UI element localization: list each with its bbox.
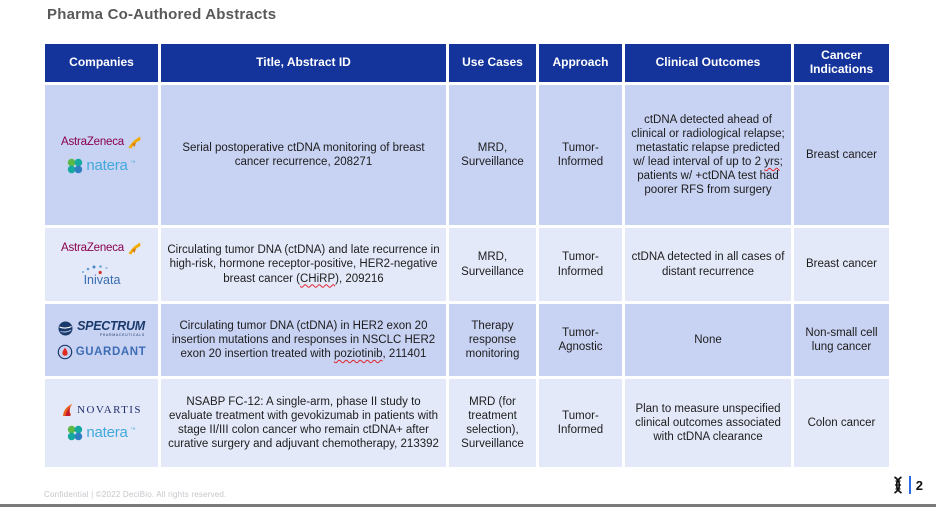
indication-cell: Colon cancer (794, 379, 889, 467)
page-mark: 2 (892, 475, 923, 495)
spectrum-logo: SPECTRUM PHARMACEUTICALS (58, 320, 145, 337)
table-row: SPECTRUM PHARMACEUTICALS GUARDANT (45, 304, 889, 376)
astrazeneca-wordmark: AstraZeneca (61, 136, 124, 149)
companies-cell: AstraZeneca (45, 228, 158, 301)
approach-cell: Tumor-Informed (539, 379, 622, 467)
astrazeneca-logo: AstraZeneca (61, 135, 142, 150)
indication-cell: Breast cancer (794, 85, 889, 225)
natera-wordmark: natera (86, 156, 128, 174)
outcomes-cell: ctDNA detected in all cases of distant r… (625, 228, 791, 301)
title-cell: Circulating tumor DNA (ctDNA) and late r… (161, 228, 446, 301)
astrazeneca-icon (128, 136, 141, 149)
approach-cell: Tumor-Informed (539, 228, 622, 301)
abstracts-table-wrapper: Companies Title, Abstract ID Use Cases A… (42, 41, 892, 470)
natera-clover-icon (68, 426, 83, 441)
astrazeneca-logo: AstraZeneca (61, 241, 142, 256)
logo-stack: NOVARTIS natera ™ (47, 403, 156, 442)
header-cell-companies: Companies (45, 44, 158, 82)
decibio-helix-icon (893, 476, 902, 494)
companies-cell: SPECTRUM PHARMACEUTICALS GUARDANT (45, 304, 158, 376)
use-cases-cell: MRD, Surveillance (449, 228, 536, 301)
logo-stack: AstraZeneca (47, 135, 156, 175)
natera-logo: natera ™ (67, 424, 136, 442)
guardant-wordmark: GUARDANT (75, 345, 147, 358)
approach-cell: Tumor-Informed (539, 85, 622, 225)
inivata-logo: Inivata (73, 263, 131, 289)
header-row: Companies Title, Abstract ID Use Cases A… (45, 44, 889, 82)
page-number-divider (908, 476, 911, 494)
table-row: AstraZeneca (45, 228, 889, 301)
title-cell: Circulating tumor DNA (ctDNA) in HER2 ex… (161, 304, 446, 376)
outcomes-cell: ctDNA detected ahead of clinical or radi… (625, 85, 791, 225)
novartis-flame-icon (63, 404, 73, 417)
spectrum-subtext: PHARMACEUTICALS (99, 332, 145, 337)
slide-bottom-bar (0, 504, 936, 507)
indication-cell: Breast cancer (794, 228, 889, 301)
inivata-icon: Inivata (81, 264, 120, 287)
natera-logo: natera ™ (67, 156, 136, 175)
title-cell: Serial postoperative ctDNA monitoring of… (161, 85, 446, 225)
guardant-drop-icon (57, 344, 72, 360)
page-number: 2 (915, 477, 923, 493)
spectrum-globe-icon (58, 321, 73, 336)
companies-cell: AstraZeneca (45, 85, 158, 225)
logo-stack: SPECTRUM PHARMACEUTICALS GUARDANT (47, 320, 156, 360)
header-cell-indications: Cancer Indications (794, 44, 889, 82)
guardant-logo: GUARDANT (57, 344, 147, 360)
table-row: AstraZeneca (45, 85, 889, 225)
table-row: NOVARTIS natera ™ (45, 379, 889, 467)
natera-trademark: ™ (130, 427, 136, 434)
use-cases-cell: Therapy response monitoring (449, 304, 536, 376)
natera-trademark: ™ (130, 159, 136, 166)
astrazeneca-icon (128, 242, 141, 254)
novartis-wordmark: NOVARTIS (77, 403, 142, 416)
indication-cell: Non-small cell lung cancer (794, 304, 889, 376)
inivata-wordmark: Inivata (83, 273, 120, 287)
outcomes-cell: Plan to measure unspecified clinical out… (625, 379, 791, 467)
natera-clover-icon (68, 158, 83, 174)
logo-stack: AstraZeneca (47, 241, 156, 289)
natera-wordmark: natera (86, 424, 128, 442)
use-cases-cell: MRD, Surveillance (449, 85, 536, 225)
title-cell: NSABP FC-12: A single-arm, phase II stud… (161, 379, 446, 467)
header-cell-use-cases: Use Cases (449, 44, 536, 82)
confidentiality-footer: Confidential | ©2022 DeciBio. All rights… (44, 490, 227, 499)
astrazeneca-wordmark: AstraZeneca (61, 241, 124, 254)
abstracts-table: Companies Title, Abstract ID Use Cases A… (42, 41, 892, 470)
spectrum-texts: SPECTRUM PHARMACEUTICALS (77, 320, 145, 337)
header-cell-approach: Approach (539, 44, 622, 82)
header-cell-title: Title, Abstract ID (161, 44, 446, 82)
companies-cell: NOVARTIS natera ™ (45, 379, 158, 467)
page-title: Pharma Co-Authored Abstracts (47, 6, 277, 23)
approach-cell: Tumor-Agnostic (539, 304, 622, 376)
use-cases-cell: MRD (for treatment selection), Surveilla… (449, 379, 536, 467)
outcomes-cell: None (625, 304, 791, 376)
spectrum-wordmark: SPECTRUM (77, 319, 145, 333)
header-cell-outcomes: Clinical Outcomes (625, 44, 791, 82)
novartis-logo: NOVARTIS (61, 403, 142, 417)
